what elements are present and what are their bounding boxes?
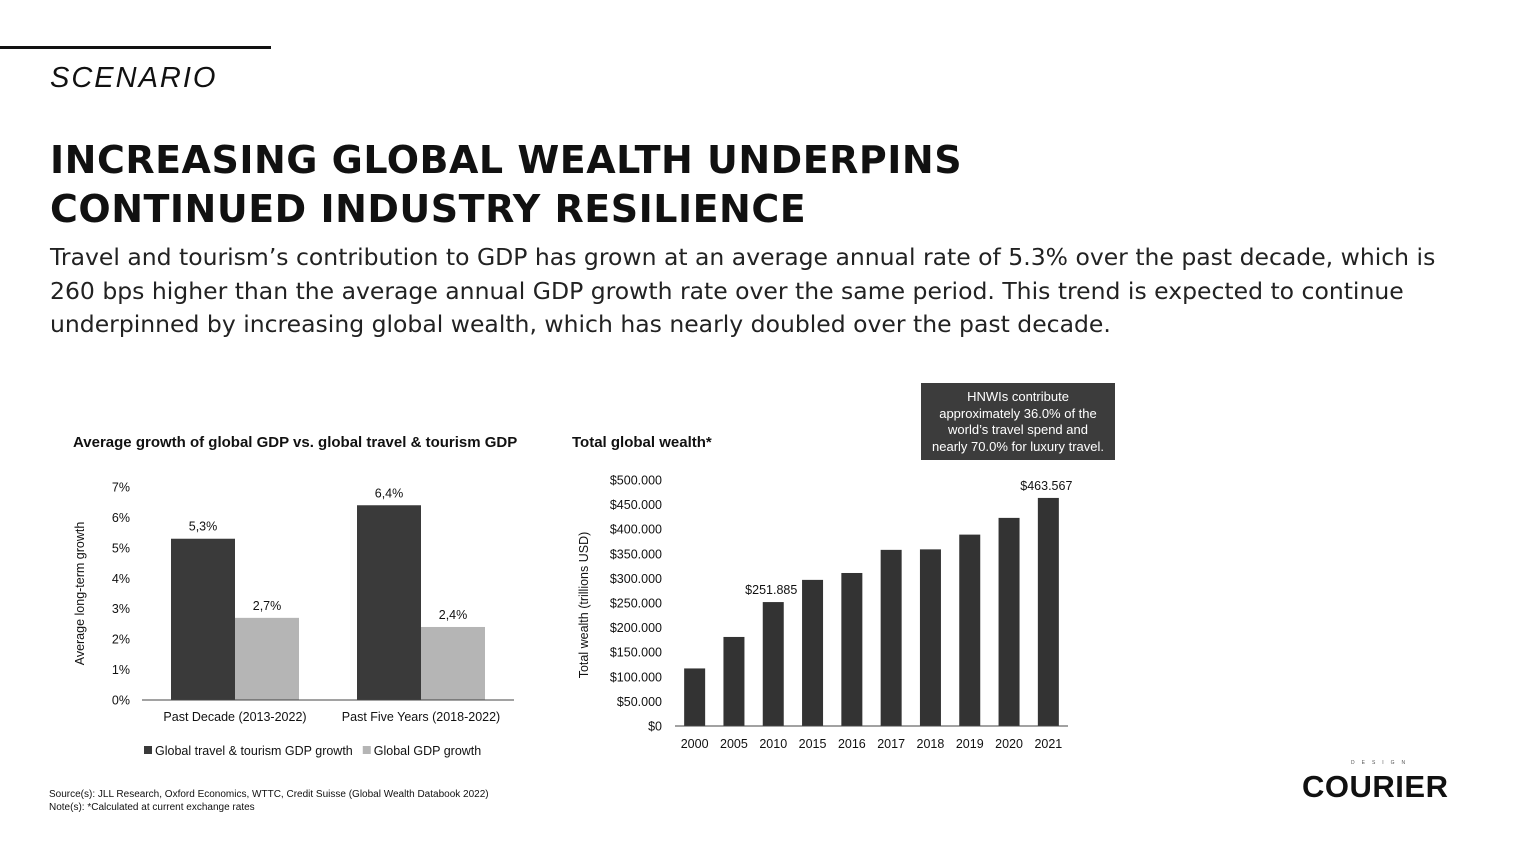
- bar: [723, 636, 745, 726]
- x-tick-label: 2018: [917, 737, 945, 751]
- bar: [841, 572, 863, 726]
- y-tick-label: 7%: [112, 481, 130, 495]
- x-tick-label: Past Decade (2013-2022): [163, 710, 306, 724]
- footnotes: Source(s): JLL Research, Oxford Economic…: [49, 789, 489, 814]
- y-tick-label: $150.000: [610, 646, 662, 660]
- x-tick-label: 2020: [995, 737, 1023, 751]
- source-note: Source(s): JLL Research, Oxford Economic…: [49, 789, 489, 800]
- bar: [959, 534, 981, 726]
- top-rule: [0, 46, 271, 49]
- x-tick-label: 2017: [877, 737, 905, 751]
- callout-line: nearly 70.0% for luxury travel.: [932, 438, 1104, 454]
- bar: [684, 668, 706, 726]
- calculation-note: Note(s): *Calculated at current exchange…: [49, 801, 255, 813]
- y-tick-label: 4%: [112, 572, 130, 586]
- bar: [880, 549, 902, 726]
- hnwi-callout: HNWIs contribute approximately 36.0% of …: [921, 383, 1115, 460]
- data-label: 6,4%: [375, 486, 404, 500]
- legend-label: Global GDP growth: [374, 744, 482, 758]
- legend-swatch: [144, 746, 152, 754]
- x-tick-label: 2010: [759, 737, 787, 751]
- y-tick-label: 5%: [112, 541, 130, 555]
- bar: [1037, 497, 1059, 726]
- wealth-chart-title: Total global wealth*: [572, 434, 712, 451]
- logo-design-text: DESIGN: [1351, 760, 1413, 766]
- gdp-chart-title: Average growth of global GDP vs. global …: [73, 434, 518, 451]
- data-label: 5,3%: [189, 520, 218, 534]
- x-tick-label: 2016: [838, 737, 866, 751]
- bar: [802, 579, 824, 726]
- y-tick-label: $200.000: [610, 621, 662, 635]
- body-paragraph: Travel and tourism’s contribution to GDP…: [50, 243, 1436, 339]
- courier-logo: DESIGN COURIER: [1300, 760, 1470, 810]
- y-tick-label: 2%: [112, 633, 130, 647]
- bar: [762, 602, 784, 726]
- data-label: 2,7%: [253, 599, 282, 613]
- data-label: $251.885: [745, 583, 797, 597]
- y-tick-label: $300.000: [610, 572, 662, 586]
- x-tick-label: 2015: [799, 737, 827, 751]
- x-tick-label: 2021: [1034, 737, 1062, 751]
- bar: [919, 549, 941, 726]
- page-title-line: CONTINUED INDUSTRY RESILIENCE: [50, 187, 807, 231]
- y-tick-label: 1%: [112, 663, 130, 677]
- eyebrow-label: SCENARIO: [50, 62, 218, 94]
- global-wealth-chart: Total wealth (trillions USD) $0 $50.000 $10…: [577, 474, 1072, 752]
- y-tick-label: $450.000: [610, 498, 662, 512]
- y-tick-label: $0: [648, 720, 662, 734]
- data-label: 2,4%: [439, 608, 468, 622]
- x-tick-label: 2019: [956, 737, 984, 751]
- y-tick-label: $100.000: [610, 670, 662, 684]
- bar: [421, 626, 485, 700]
- y-tick-label: $500.000: [610, 474, 662, 488]
- y-tick-label: 3%: [112, 602, 130, 616]
- legend-label: Global travel & tourism GDP growth: [155, 744, 353, 758]
- callout-line: HNWIs contribute: [967, 389, 1069, 404]
- y-axis-title: Average long-term growth: [73, 522, 87, 666]
- page-title-line: INCREASING GLOBAL WEALTH UNDERPINS: [50, 138, 963, 182]
- y-tick-label: $350.000: [610, 547, 662, 561]
- y-tick-label: $50.000: [617, 695, 662, 709]
- bar: [171, 538, 235, 700]
- gdp-growth-chart: Average long-term growth 0% 1% 2% 3% 4% 5% 6% 7%…: [73, 481, 514, 758]
- y-tick-label: 6%: [112, 511, 130, 525]
- page-title: INCREASING GLOBAL WEALTH UNDERPINS CONTI…: [50, 136, 1150, 234]
- bar: [998, 517, 1020, 726]
- bar: [235, 617, 299, 700]
- logo-wordmark: COURIER: [1302, 769, 1449, 804]
- y-tick-label: $400.000: [610, 523, 662, 537]
- legend-swatch: [362, 746, 371, 754]
- bar: [357, 505, 421, 700]
- y-axis-title: Total wealth (trillions USD): [577, 532, 591, 679]
- callout-line: approximately 36.0% of the: [939, 405, 1097, 421]
- data-label: $463.567: [1020, 479, 1072, 493]
- y-tick-label: 0%: [112, 694, 130, 708]
- x-tick-label: Past Five Years (2018-2022): [342, 710, 500, 724]
- callout-line: world’s travel spend and: [948, 422, 1088, 437]
- x-tick-label: 2000: [681, 737, 709, 751]
- x-tick-label: 2005: [720, 737, 748, 751]
- y-tick-label: $250.000: [610, 597, 662, 611]
